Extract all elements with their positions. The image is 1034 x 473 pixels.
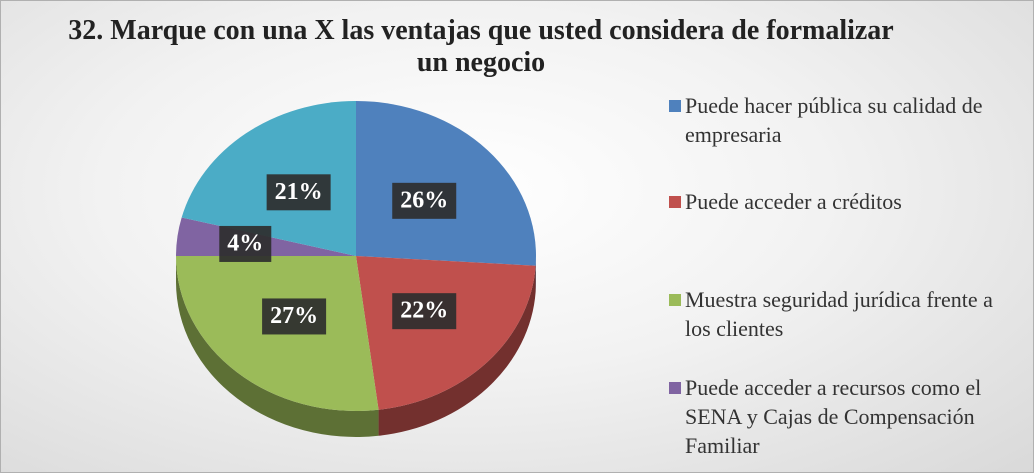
data-label-box <box>219 225 272 262</box>
data-label: 21% <box>266 174 331 211</box>
slice-side <box>378 265 536 436</box>
legend-swatch <box>669 100 681 112</box>
legend-entry: Muestra seguridad jurídica frente a los … <box>669 285 1019 343</box>
legend-swatch <box>669 196 681 208</box>
slice-side <box>176 256 379 437</box>
data-label: 26% <box>392 182 457 219</box>
legend-label: Puede acceder a créditos <box>685 189 902 214</box>
data-label-text: 26% <box>400 187 448 213</box>
data-label-box <box>262 298 327 335</box>
data-label-text: 22% <box>400 298 448 324</box>
legend-swatch <box>669 382 681 394</box>
data-label-text: 21% <box>275 179 323 205</box>
legend-entry: Puede hacer pública su calidad de empres… <box>669 91 1019 149</box>
data-label-box <box>392 182 457 219</box>
data-label-text: 27% <box>270 303 318 329</box>
legend-label: Muestra seguridad jurídica frente a los … <box>685 287 993 341</box>
chart-title: 32. Marque con una X las ventajas que us… <box>68 15 894 78</box>
legend-label: Puede hacer pública su calidad de empres… <box>685 93 983 147</box>
data-label-box <box>392 293 457 330</box>
legend-entry: Puede acceder a recursos como el SENA y … <box>669 373 1019 460</box>
legend-entry: Puede acceder a créditos <box>669 187 1019 216</box>
data-label-box <box>266 174 331 211</box>
data-label: 4% <box>219 225 272 262</box>
slice <box>356 256 536 410</box>
data-label: 27% <box>262 298 327 335</box>
data-label: 22% <box>392 293 457 330</box>
legend-swatch <box>669 294 681 306</box>
legend-label: Puede acceder a recursos como el SENA y … <box>685 375 982 458</box>
data-label-text: 4% <box>227 230 263 256</box>
